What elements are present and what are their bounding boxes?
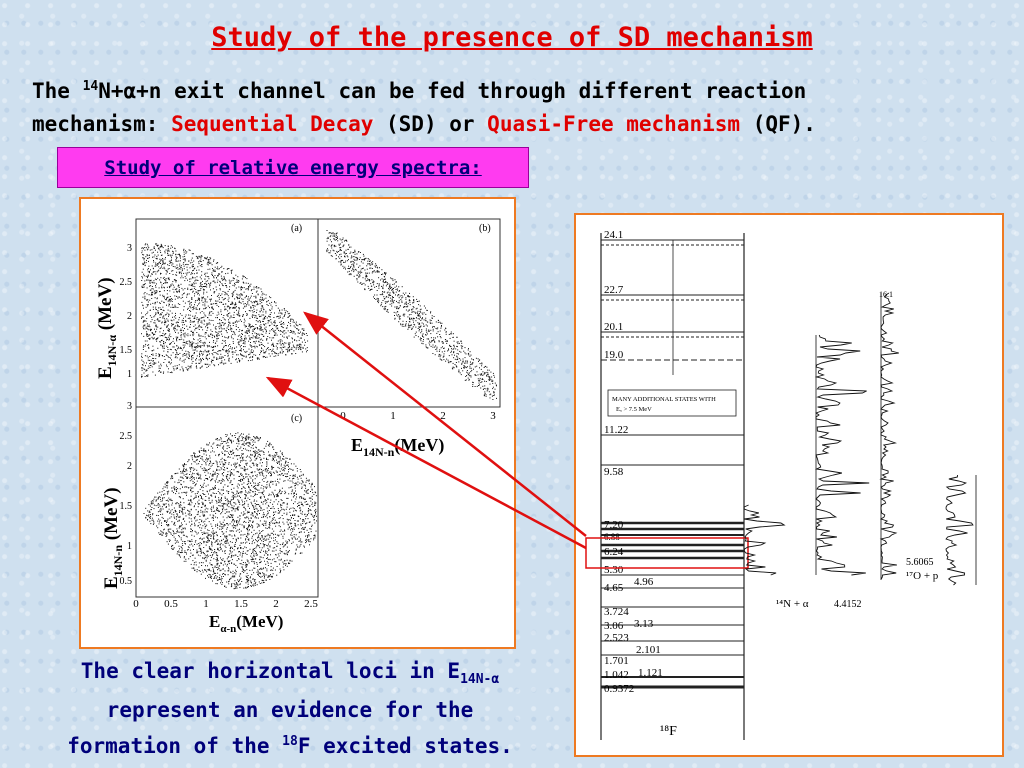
subtitle-box: Study of relative energy spectra: [57,147,529,188]
x-tick: 1 [390,410,396,422]
additional-states-text: MANY ADDITIONAL STATES WITH [612,396,716,403]
channel-label-alpha: ¹⁴N + α [776,598,809,610]
level-label: 22.7 [604,284,624,296]
qf-term: Quasi-Free mechanism [487,112,741,136]
intro-sup: 14 [82,79,99,94]
level-scheme-frame: 24.1 22.7 20.1 19.0 MANY ADDITIONAL STAT… [574,213,1004,757]
level-label: 3.724 [604,606,629,618]
level-label: 6.88 [604,532,620,542]
level-label: 7.20 [604,519,624,531]
intro-text: mechanism: [32,112,172,136]
x-tick: 3 [490,410,496,422]
panel-c-x-ticks: 0 0.5 1 1.5 2 2.5 [133,598,318,610]
level-label: 24.1 [604,229,623,241]
nucleus-label: ¹⁸F [660,724,677,739]
level-label: 1.042 [604,669,629,681]
x-axis-label-c: Eα-n(MeV) [209,612,283,635]
x-tick: 0 [133,598,139,610]
threshold-label: 16.1 [879,290,893,299]
high-levels [601,239,744,361]
conclusion-line: The clear horizontal loci in E [80,659,461,683]
sd-term: Sequential Decay [171,112,374,136]
conclusion-line: F excited states. [297,734,513,759]
x-tick: 2 [440,410,446,422]
panel-a-points [141,243,309,378]
x-tick: 2.5 [304,598,318,610]
level-label: 11.22 [604,424,628,436]
y-tick: 2.5 [120,431,133,442]
channel-label-p: ¹⁷O + p [906,570,939,582]
intro-paragraph: The 14N+α+n exit channel can be fed thro… [32,70,972,141]
y-tick: 2.5 [120,277,133,288]
low-level-labels: 11.22 9.58 7.20 6.88 6.24 5.30 4.65 4.96… [604,424,663,695]
panel-b-frame [317,218,501,408]
x-tick: 1.5 [234,598,248,610]
threshold-label: 5.6065 [906,557,934,568]
threshold-label: 4.4152 [834,599,862,610]
level-label: 3.06 [604,620,624,632]
level-label: 6.24 [604,546,624,558]
highlight-box [585,537,749,569]
qf-abbr: (QF). [740,112,816,136]
level-label: 20.1 [604,321,623,333]
subtitle-text: Study of relative energy spectra: [104,156,482,179]
y-tick: 3 [127,401,132,412]
y-tick: 1.5 [120,501,133,512]
panel-c-label: (c) [291,413,302,424]
y-tick: 0.5 [120,576,133,587]
conclusion-line: formation of the [67,734,283,759]
level-label: 1.121 [638,667,663,679]
panel-a-y-ticks: 3 2.5 2 1.5 1 [120,243,133,380]
y-tick: 2 [127,461,132,472]
level-scheme-svg: 24.1 22.7 20.1 19.0 MANY ADDITIONAL STAT… [585,229,977,740]
level-label: 0.9372 [604,683,634,695]
conclusion-line: represent an evidence for the [106,698,474,723]
panel-c-y-ticks: 3 2.5 2 1.5 1 0.5 [120,401,133,587]
x-tick: 0.5 [164,598,178,610]
level-label: 19.0 [604,349,624,361]
level-label: 5.30 [604,564,624,576]
panel-a-label: (a) [291,223,302,234]
additional-states-text: Eₓ > 7.5 MeV [616,406,652,413]
y-tick: 3 [127,243,132,254]
panel-b-x-ticks: 0 1 2 3 [340,410,496,422]
panel-b-points [326,230,497,400]
y-tick: 1 [127,541,132,552]
level-label: 9.58 [604,466,624,478]
additional-states-box [607,389,737,417]
conclusion-text: The clear horizontal loci in E14N-α repr… [40,656,540,762]
level-label: 2.101 [636,644,661,656]
x-tick: 1 [203,598,209,610]
slide-title: Study of the presence of SD mechanism [211,22,813,53]
y-axis-label-top: E14N-α (MeV) [95,277,119,379]
conclusion-sup: 18 [282,734,298,750]
level-label: 4.96 [634,576,654,588]
intro-text: or [449,112,488,136]
y-tick: 1.5 [120,345,133,356]
y-tick: 1 [127,369,132,380]
spectra [743,292,974,586]
panel-b-label: (b) [479,223,491,234]
x-tick: 2 [273,598,279,610]
level-label: 1.701 [604,655,629,667]
x-axis-label-b: E14N-n(MeV) [351,435,444,459]
sd-abbr: (SD) [373,112,450,136]
high-level-labels: 24.1 22.7 20.1 19.0 [604,229,624,361]
intro-text: The [32,79,83,103]
level-label: 4.65 [604,582,624,594]
scatter-plot-frame: (a) (b) (c) 3 2.5 2 1.5 1 0 1 2 3 3 2.5 … [79,197,516,649]
level-label: 3.13 [634,618,654,630]
x-tick: 0 [340,410,346,422]
level-label: 2.523 [604,632,629,644]
low-levels [601,434,744,689]
y-axis-label-bottom: E14N-n (MeV) [101,487,125,589]
panel-c-points [143,432,317,590]
intro-text: N+α+n exit channel can be fed through di… [98,79,807,103]
y-tick: 2 [127,311,132,322]
scatter-plots-svg: (a) (b) (c) 3 2.5 2 1.5 1 0 1 2 3 3 2.5 … [95,218,501,635]
conclusion-sub: 14N-α [460,672,500,688]
